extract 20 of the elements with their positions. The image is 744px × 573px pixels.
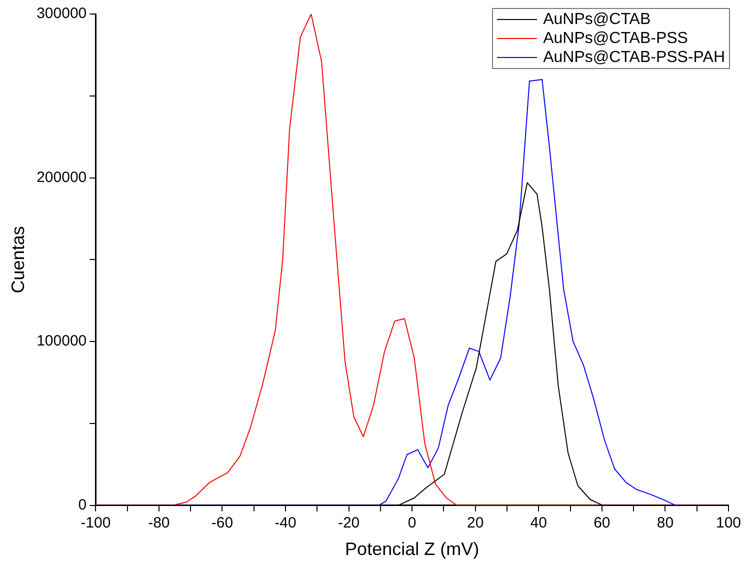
y-tick-label: 0 bbox=[78, 496, 87, 514]
x-tick-label: -100 bbox=[80, 514, 111, 532]
legend-label: AuNPs@CTAB-PSS-PAH bbox=[543, 48, 725, 67]
x-tick-label: 60 bbox=[594, 514, 610, 532]
x-axis-title: Potencial Z (mV) bbox=[345, 539, 480, 560]
y-tick-label: 200000 bbox=[36, 168, 87, 186]
y-axis-title: Cuentas bbox=[8, 226, 28, 294]
y-tick-label: 100000 bbox=[36, 332, 87, 350]
legend-label: AuNPs@CTAB bbox=[543, 10, 651, 29]
x-tick-label: -20 bbox=[338, 514, 360, 532]
legend-label: AuNPs@CTAB-PSS bbox=[543, 29, 688, 48]
x-tick-label: -40 bbox=[274, 514, 296, 532]
x-tick-label: 80 bbox=[656, 514, 674, 532]
x-tick-label: 0 bbox=[408, 514, 416, 532]
x-tick-label: 40 bbox=[530, 514, 547, 532]
y-tick-label: 300000 bbox=[36, 5, 87, 22]
x-tick-label: 20 bbox=[467, 514, 484, 532]
x-tick-label: -60 bbox=[211, 514, 234, 532]
x-tick-label: -80 bbox=[148, 514, 170, 532]
x-tick-label: 100 bbox=[716, 514, 741, 532]
